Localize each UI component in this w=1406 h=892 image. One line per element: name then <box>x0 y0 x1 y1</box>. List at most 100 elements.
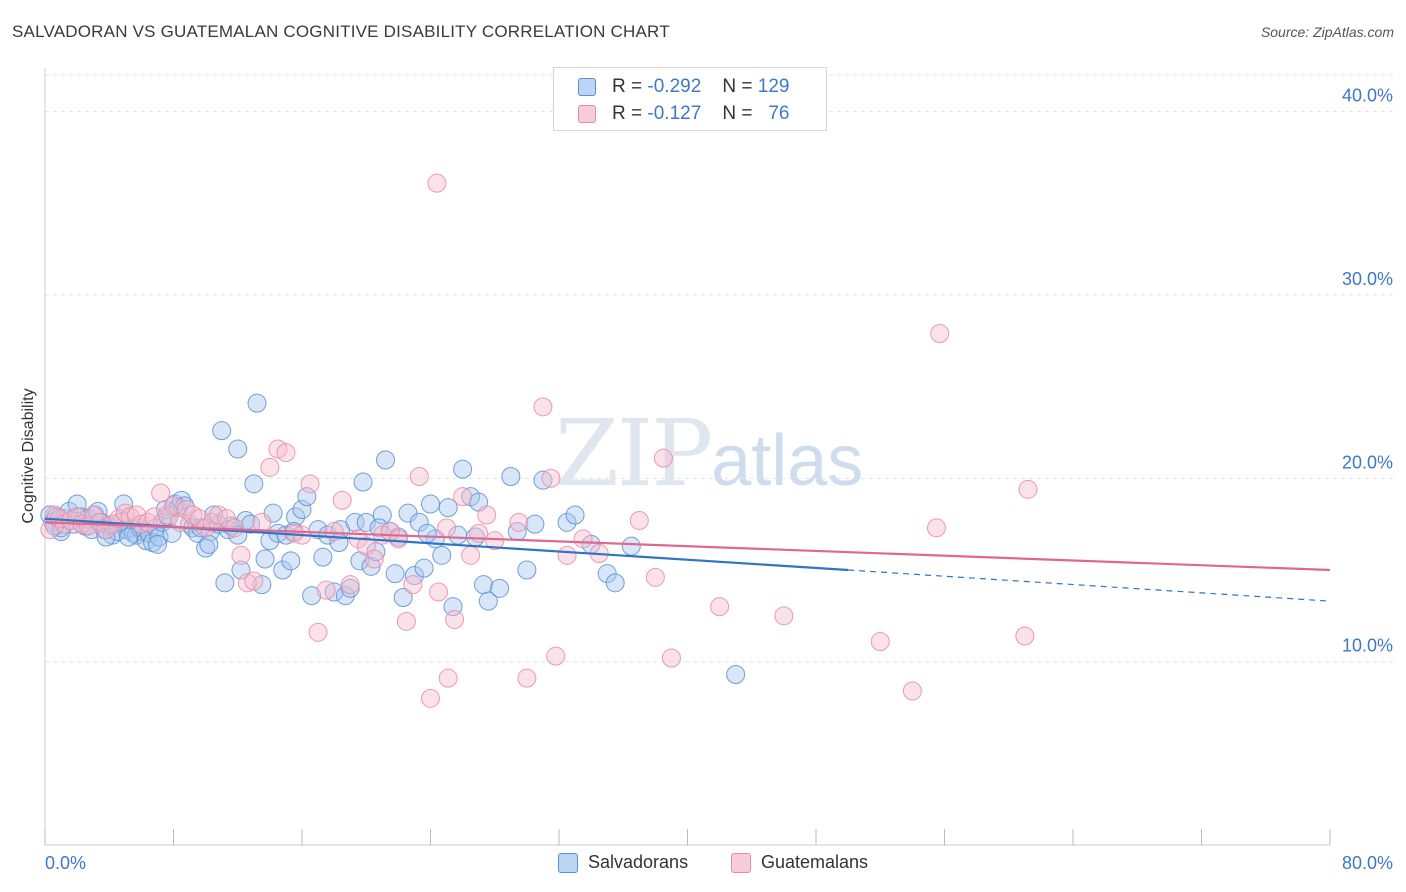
salvadoran-point <box>478 591 498 611</box>
salvadoran-point <box>366 542 386 562</box>
bottom-legend-swatch-blue <box>558 852 578 873</box>
bottom-legend-label: Guatemalans <box>761 852 869 872</box>
salvadoran-point <box>432 545 452 565</box>
guatemalan-point <box>403 575 423 595</box>
guatemalan-point <box>164 496 183 516</box>
salvadoran-point <box>474 575 494 595</box>
guatemalan-point <box>517 668 537 688</box>
guatemalan-point <box>1018 479 1038 499</box>
legend-n-label: N = <box>722 103 753 124</box>
salvadoran-point <box>393 588 413 607</box>
y-tick-label: 30.0% <box>1342 269 1393 289</box>
legend-swatch-blue <box>578 78 596 96</box>
salvadoran-point <box>490 578 510 598</box>
salvadoran-point <box>421 494 440 514</box>
guatemalan-point <box>661 648 681 668</box>
legend-r-label: R = <box>612 103 643 124</box>
salvadoran-point <box>565 505 585 525</box>
salvadoran-point <box>286 507 306 527</box>
x-tick-label: 80.0% <box>1342 853 1393 873</box>
guatemalan-point <box>409 467 429 486</box>
salvadoran-point <box>372 505 392 525</box>
guatemalan-point <box>40 520 60 540</box>
salvadoran-point <box>356 512 376 532</box>
guatemalan-point <box>461 545 481 565</box>
legend-n-value: 129 <box>757 76 790 97</box>
salvadoran-point <box>501 467 521 486</box>
guatemalan-point <box>231 545 251 565</box>
salvadoran-point <box>621 536 641 556</box>
guatemalan-point <box>437 518 457 538</box>
guatemalan-point <box>485 531 505 551</box>
guatemalan-point <box>244 571 264 591</box>
salvadoran-point <box>376 450 396 470</box>
guatemalan-point <box>930 324 950 343</box>
chart-title: SALVADORAN VS GUATEMALAN COGNITIVE DISAB… <box>12 22 670 41</box>
guatemalan-point <box>710 597 730 617</box>
salvadoran-point <box>517 560 537 580</box>
guatemalan-point <box>774 606 794 626</box>
guatemalan-point <box>151 483 171 503</box>
guatemalan-trend-line <box>44 521 1331 572</box>
bottom-legend-swatch-pink <box>731 852 751 873</box>
legend-row-salvadorans: R = -0.292 N = 129 <box>554 74 789 100</box>
guatemalan-point <box>629 511 649 530</box>
guatemalan-point <box>252 512 272 532</box>
guatemalan-point <box>509 512 529 532</box>
guatemalan-point <box>429 582 449 602</box>
salvadoran-point <box>557 512 577 532</box>
legend-r-value: -0.292 <box>647 76 702 97</box>
guatemalan-point <box>533 397 553 417</box>
legend-r-label: R = <box>612 76 643 97</box>
salvadoran-point <box>385 564 405 584</box>
guatemalan-point <box>237 573 257 593</box>
salvadoran-point <box>353 472 373 492</box>
x-tick-label: 0.0% <box>45 853 86 873</box>
bottom-legend-salvadorans: Salvadorans <box>558 852 688 873</box>
guatemalan-point <box>445 610 465 629</box>
stats-legend: R = -0.292 N = 129 R = -0.127 N = 76 <box>553 67 827 131</box>
guatemalan-point <box>364 549 384 569</box>
salvadoran-point <box>244 474 264 494</box>
guatemalan-point <box>260 457 280 477</box>
guatemalan-point <box>332 490 352 510</box>
trend-lines <box>44 517 1331 602</box>
salvadoran-point <box>119 527 139 547</box>
salvadoran-point <box>409 512 429 532</box>
axes <box>44 68 1331 846</box>
legend-n-label: N = <box>722 76 753 97</box>
y-tick-label: 10.0% <box>1342 636 1393 656</box>
guatemalan-point <box>183 505 203 525</box>
guatemalan-point <box>870 632 890 651</box>
legend-r-value: -0.127 <box>647 103 702 124</box>
guatemalan-point <box>225 518 245 538</box>
guatemalan-point <box>388 529 408 549</box>
salvadoran-point <box>199 534 219 554</box>
salvadoran-point <box>147 534 167 554</box>
salvadoran-point <box>292 500 312 519</box>
salvadoran-point <box>453 459 473 479</box>
salvadoran-point <box>149 527 169 547</box>
salvadoran-point <box>212 421 232 441</box>
salvadoran-trend-line-dashed <box>848 569 1331 602</box>
guatemalan-point <box>573 529 593 549</box>
salvadoran-point <box>605 573 625 593</box>
guatemalan-point <box>653 448 673 468</box>
guatemalan-point <box>427 173 447 193</box>
guatemalan-point <box>340 575 360 595</box>
guatemalan-point <box>1015 626 1035 646</box>
salvadoran-point <box>215 573 235 593</box>
salvadoran-point <box>297 487 317 507</box>
salvadoran-point <box>533 470 553 490</box>
guatemalan-point <box>546 646 566 666</box>
guatemalan-point <box>396 611 416 631</box>
salvadoran-point <box>345 512 365 532</box>
guatemalan-point <box>316 580 336 600</box>
tick-labels: 10.0% 20.0% 30.0% 40.0% 0.0% 80.0% Cognitive D… <box>20 86 1393 873</box>
chart-source: Source: ZipAtlas.com <box>1260 24 1394 40</box>
salvadoran-point <box>302 586 322 606</box>
salvadoran-point <box>417 523 437 543</box>
guatemalan-point <box>541 468 561 488</box>
guatemalan-point <box>926 518 946 538</box>
y-tick-label: 20.0% <box>1342 452 1393 472</box>
